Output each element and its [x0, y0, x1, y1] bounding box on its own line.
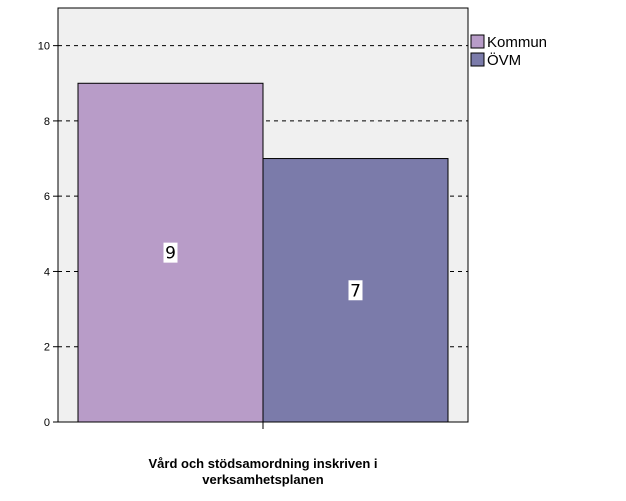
data-label-ovm: 7 — [350, 281, 361, 301]
y-tick-label: 10 — [38, 41, 50, 53]
legend-label-ovm: ÖVM — [487, 51, 521, 69]
x-axis-label: Vård och stödsamordning inskriven i verk… — [149, 456, 378, 487]
legend: Kommun ÖVM — [470, 34, 547, 69]
y-axis: 0 2 4 6 8 10 — [38, 41, 58, 429]
legend-swatch-kommun — [470, 34, 485, 49]
x-axis-label-line-1: Vård och stödsamordning inskriven i — [149, 456, 378, 471]
legend-swatch-ovm — [470, 52, 485, 67]
y-tick-label: 2 — [44, 342, 50, 354]
y-tick-label: 4 — [44, 266, 50, 278]
y-tick-label: 6 — [44, 191, 50, 203]
data-label-box-kommun — [163, 242, 178, 263]
x-axis-label-line-2: verksamhetsplanen — [202, 472, 323, 487]
y-tick-label: 0 — [44, 417, 50, 429]
data-label-kommun: 9 — [165, 244, 176, 264]
data-label-box-ovm — [348, 280, 363, 301]
data-labels: 97 — [163, 242, 363, 301]
legend-label-kommun: Kommun — [487, 34, 547, 51]
y-tick-label: 8 — [44, 116, 50, 128]
